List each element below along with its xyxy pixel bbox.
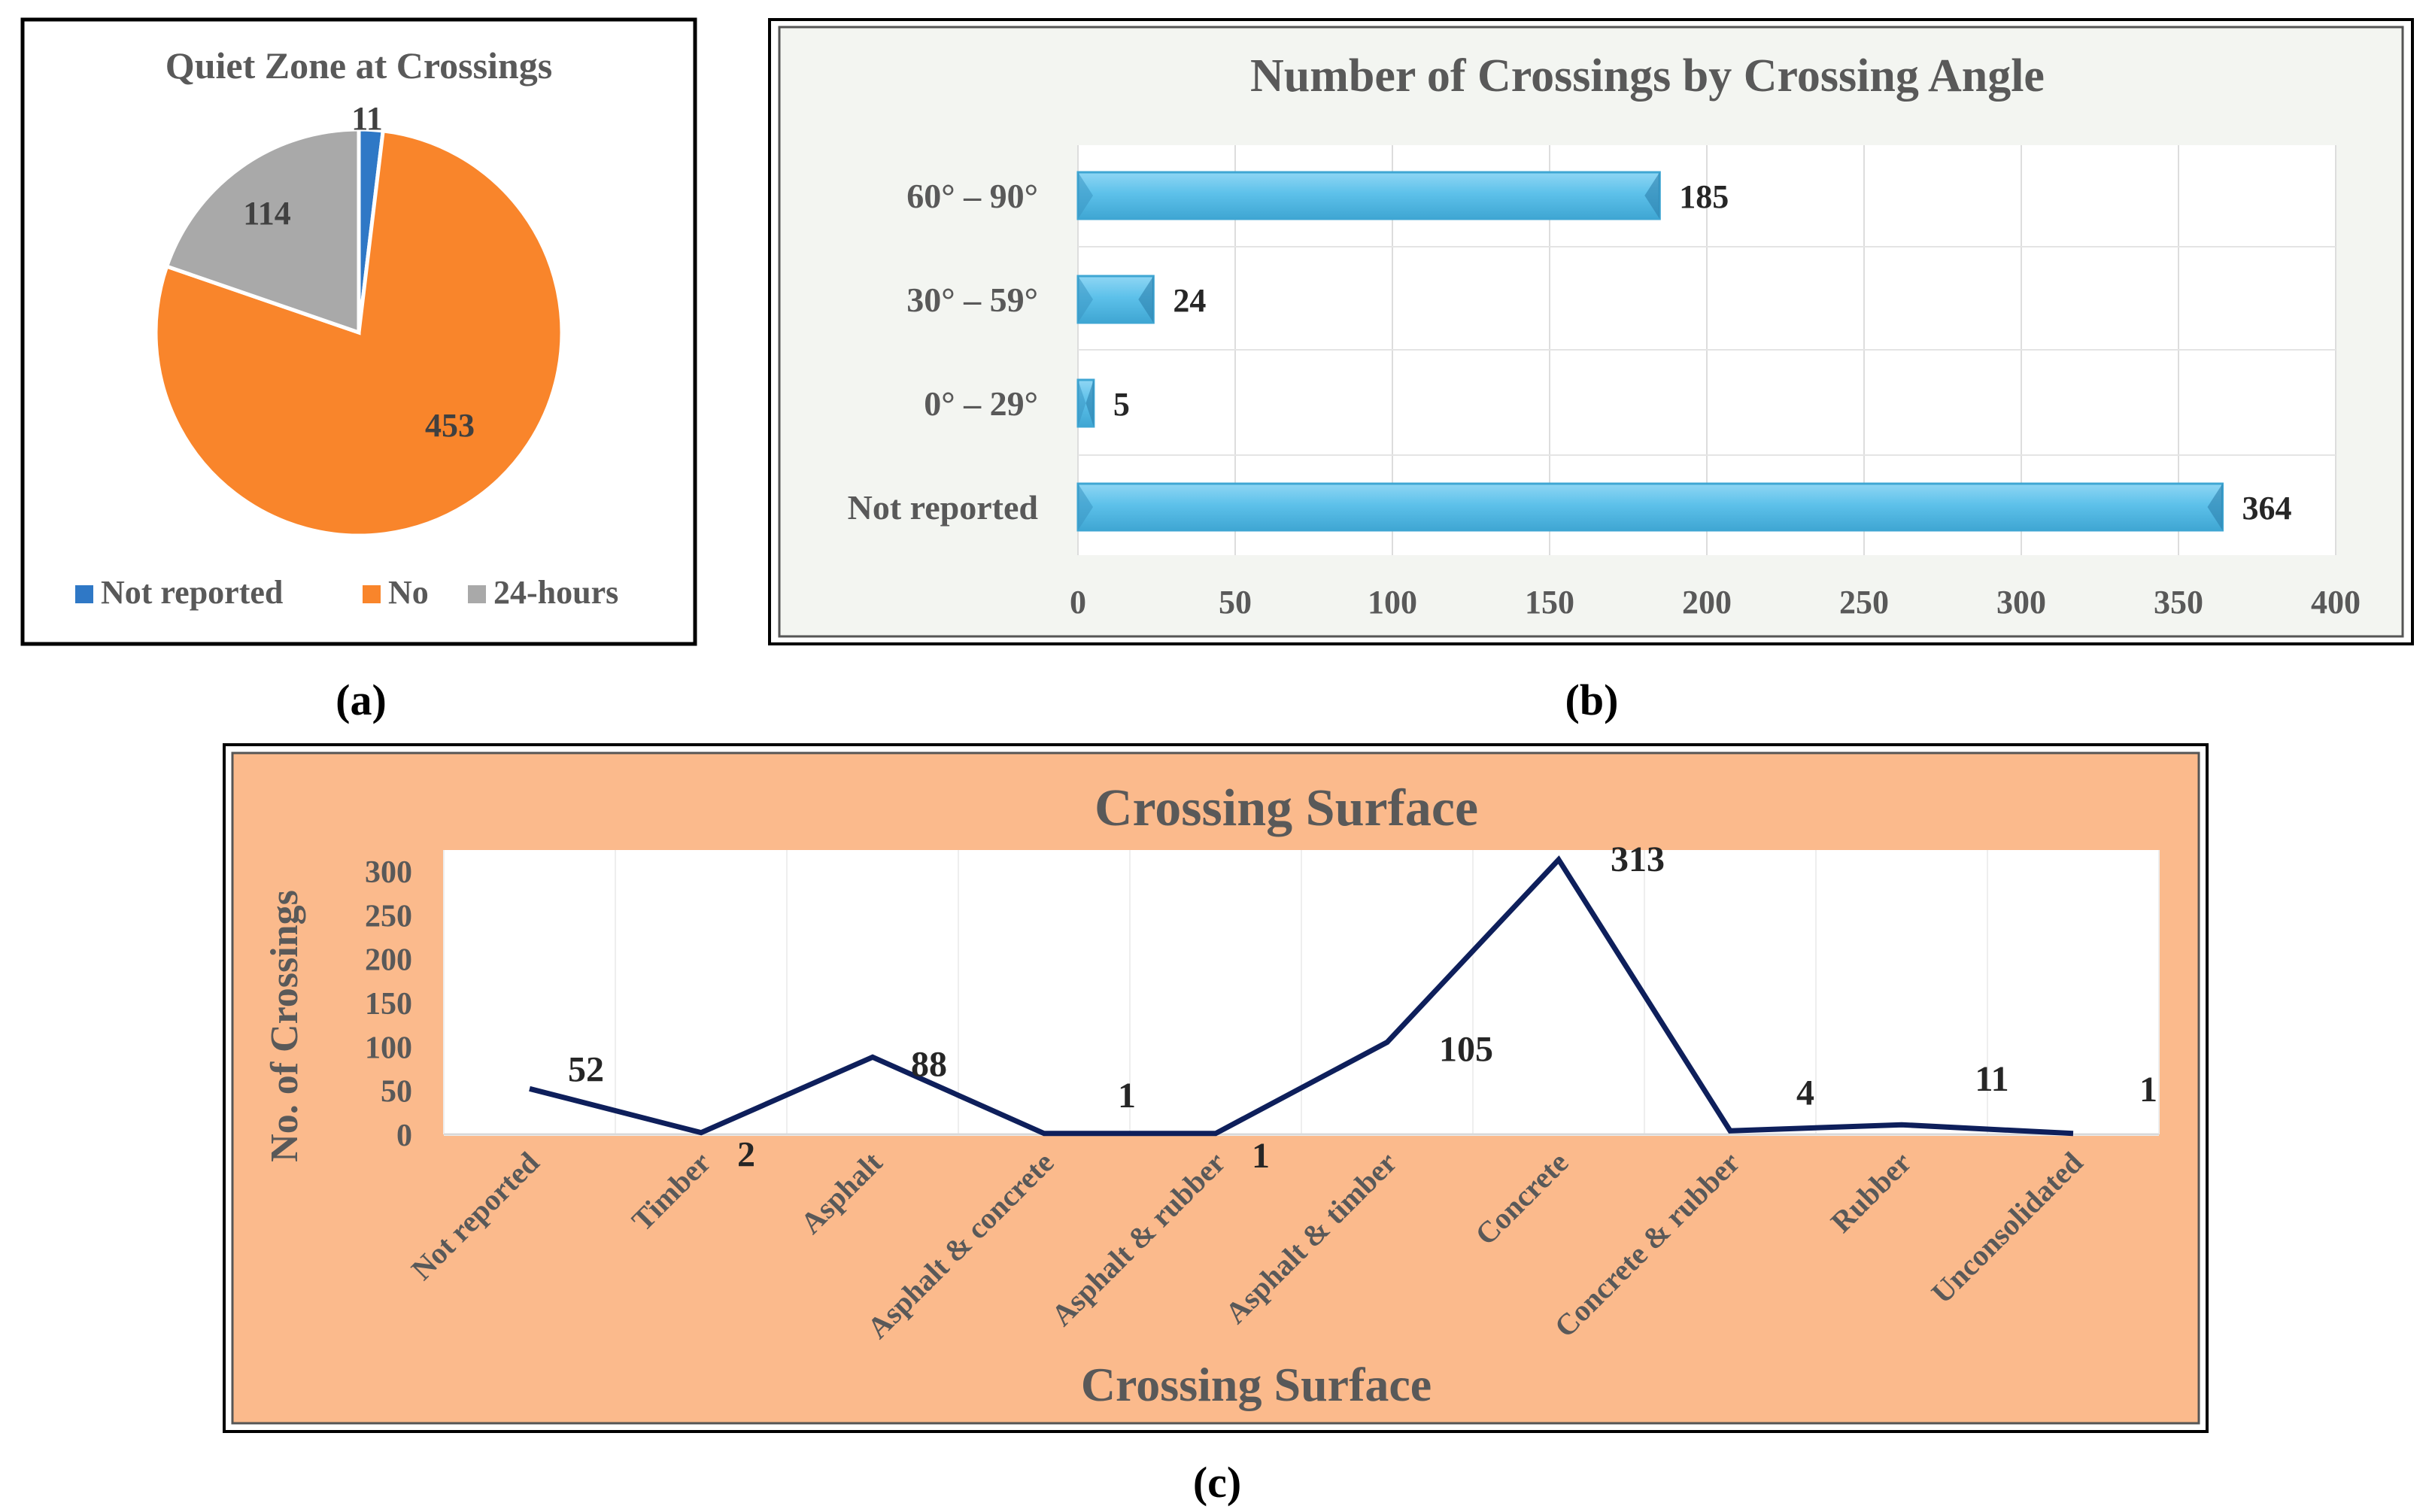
bar-bevel-right — [1138, 276, 1154, 323]
bar-bevel-right — [2207, 484, 2223, 530]
bar-category-label-0-29: 0° – 29° — [924, 384, 1038, 423]
bar-category-label-30-59: 30° – 59° — [906, 281, 1038, 319]
pie-legend-label-24-hours: 24-hours — [493, 574, 618, 611]
bar-not-reported — [1076, 482, 2224, 532]
pie-slices — [153, 127, 564, 538]
pie-chart-panel: Quiet Zone at Crossings 11 453 114 Not rep… — [20, 17, 697, 646]
line-data-label-asphalt-rubber: 1 — [1252, 1136, 1270, 1176]
line-y-tick-300: 300 — [365, 855, 412, 890]
bar-chart-category-labels: 60° – 90° 30° – 59° 0° – 29° Not reported — [848, 177, 1039, 527]
bar-x-tick-400: 400 — [2311, 584, 2361, 621]
pie-legend-label-no: No — [388, 574, 429, 611]
line-chart-gridlines — [443, 850, 2160, 1136]
bar-bevel-left — [1078, 484, 1093, 530]
bar-chart-title: Number of Crossings by Crossing Angle — [1250, 50, 2045, 102]
pie-legend-swatch-not-reported — [75, 585, 93, 603]
bar-0-29 — [1076, 378, 1095, 428]
line-data-label-rubber: 11 — [1975, 1059, 2008, 1099]
bar-x-tick-100: 100 — [1368, 584, 1417, 621]
line-data-label-not-reported: 52 — [568, 1049, 604, 1089]
pie-chart-title: Quiet Zone at Crossings — [165, 44, 552, 87]
panel-label-c: (c) — [1193, 1458, 1241, 1507]
bar-x-tick-300: 300 — [1996, 584, 2046, 621]
bar-60-90 — [1076, 171, 1661, 220]
line-data-label-concrete-rubber: 4 — [1796, 1073, 1814, 1113]
line-series-path — [529, 855, 2074, 1137]
line-y-tick-100: 100 — [365, 1031, 412, 1065]
bar-chart-gridlines — [1077, 145, 2336, 555]
bar-x-tick-200: 200 — [1682, 584, 1732, 621]
bar-x-tick-250: 250 — [1839, 584, 1889, 621]
pie-data-label-not-reported: 11 — [351, 100, 383, 137]
bar-chart-bars: 185 24 5 364 — [1076, 171, 2292, 532]
bar-chart-panel: Number of Crossings by Crossing Angle 18… — [768, 18, 2414, 645]
line-chart-x-axis-label: Crossing Surface — [1081, 1358, 1432, 1411]
bar-x-tick-50: 50 — [1219, 584, 1252, 621]
line-chart-y-tick-labels: 0 50 100 150 200 250 300 — [365, 855, 412, 1153]
line-data-label-asphalt-timber: 105 — [1439, 1030, 1493, 1070]
bar-chart-x-tick-labels: 0 50 100 150 200 250 300 350 400 — [1070, 584, 2361, 621]
bar-value-label-0-29: 5 — [1113, 386, 1130, 423]
line-chart-y-axis-label: No. of Crossings — [263, 890, 306, 1162]
bar-x-tick-150: 150 — [1525, 584, 1574, 621]
pie-data-label-24-hours: 114 — [243, 195, 291, 232]
bar-category-label-not-reported: Not reported — [848, 488, 1039, 527]
pie-legend-swatch-24-hours — [468, 585, 486, 603]
line-data-label-asphalt-concrete: 1 — [1118, 1076, 1136, 1116]
line-y-tick-200: 200 — [365, 943, 412, 978]
panel-label-a: (a) — [336, 676, 387, 724]
line-y-tick-250: 250 — [365, 899, 412, 934]
pie-legend-label-not-reported: Not reported — [101, 574, 283, 611]
panel-label-b: (b) — [1565, 676, 1619, 724]
line-data-label-timber: 2 — [737, 1135, 755, 1175]
bar-30-59 — [1076, 275, 1155, 324]
bar-bevel-left — [1078, 380, 1086, 427]
line-chart-panel: Crossing Surface 0 50 100 150 200 250 300 52 2 8… — [223, 743, 2209, 1433]
pie-data-label-no: 453 — [425, 407, 475, 444]
bar-value-label-30-59: 24 — [1173, 282, 1206, 319]
bar-bevel-right — [1644, 172, 1660, 219]
line-chart-series — [529, 855, 2074, 1137]
pie-legend: Not reported No 24-hours — [75, 574, 618, 611]
bar-value-label-60-90: 185 — [1679, 178, 1729, 215]
bar-bevel-left — [1078, 172, 1093, 219]
pie-data-labels: 11 453 114 — [243, 100, 475, 444]
bar-x-tick-0: 0 — [1070, 584, 1086, 621]
line-y-tick-50: 50 — [381, 1075, 412, 1110]
bar-category-label-60-90: 60° – 90° — [906, 177, 1038, 215]
line-y-tick-150: 150 — [365, 987, 412, 1022]
bar-value-label-not-reported: 364 — [2242, 490, 2292, 527]
line-data-label-unconsolidated: 1 — [2139, 1070, 2157, 1110]
bar-body — [1076, 171, 1661, 220]
line-chart-title: Crossing Surface — [1095, 779, 1478, 837]
bar-bevel-right — [1085, 380, 1094, 427]
line-y-tick-0: 0 — [396, 1119, 412, 1153]
pie-legend-swatch-no — [363, 585, 381, 603]
line-data-label-asphalt: 88 — [911, 1044, 947, 1084]
line-data-label-concrete: 313 — [1611, 839, 1665, 879]
pie-slice-24-hours — [164, 127, 361, 335]
bar-body — [1076, 482, 2224, 532]
bar-x-tick-350: 350 — [2154, 584, 2203, 621]
bar-bevel-left — [1078, 276, 1093, 323]
